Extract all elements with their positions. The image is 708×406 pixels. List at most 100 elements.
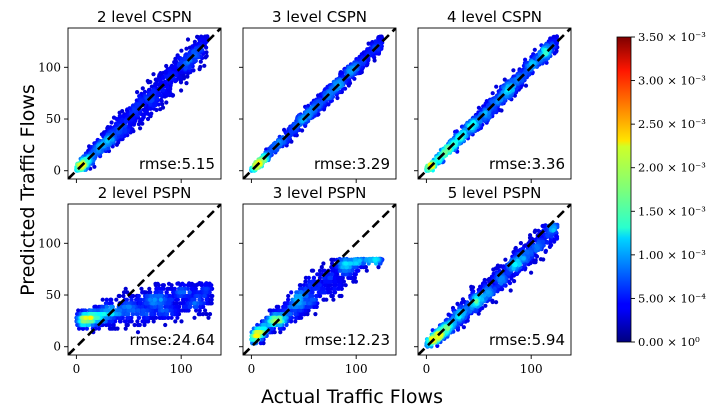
scatter-point xyxy=(116,130,121,135)
scatter-point xyxy=(161,283,166,288)
scatter-points xyxy=(68,204,221,355)
scatter-point xyxy=(335,95,340,101)
scatter-point xyxy=(271,308,276,313)
scatter-point xyxy=(121,290,127,295)
scatter-point xyxy=(317,268,323,273)
scatter-point xyxy=(117,308,122,313)
identity-reference-line xyxy=(418,28,571,179)
axes-frame xyxy=(417,27,572,180)
scatter-point xyxy=(107,322,112,328)
scatter-point xyxy=(193,57,198,63)
axes-frame xyxy=(67,27,222,180)
scatter-point xyxy=(138,117,143,122)
scatter-point xyxy=(322,297,327,302)
scatter-point xyxy=(184,81,189,86)
identity-reference-line xyxy=(68,204,221,355)
scatter-point xyxy=(106,319,111,324)
scatter-point xyxy=(164,312,169,317)
scatter-point xyxy=(303,275,308,280)
scatter-point xyxy=(169,304,174,309)
rmse-annotation: rmse:5.15 xyxy=(139,155,215,173)
scatter-point xyxy=(124,297,129,302)
scatter-point xyxy=(123,326,128,331)
scatter-point xyxy=(166,281,172,286)
scatter-point xyxy=(201,312,206,317)
scatter-point xyxy=(309,279,314,284)
scatter-point xyxy=(179,319,184,324)
identity-reference-line xyxy=(243,28,396,179)
scatter-point xyxy=(307,301,312,306)
scatter-point xyxy=(131,304,136,309)
scatter-point xyxy=(316,286,321,291)
scatter-point xyxy=(103,315,108,320)
scatter-point xyxy=(175,315,180,320)
scatter-point xyxy=(155,286,161,291)
scatter-point xyxy=(168,308,173,313)
scatter-point xyxy=(203,55,208,60)
scatter-point xyxy=(117,312,122,317)
scatter-point xyxy=(307,283,312,288)
scatter-point xyxy=(145,315,150,320)
scatter-point xyxy=(203,40,209,45)
scatter-point xyxy=(181,290,186,295)
scatter-point xyxy=(358,265,364,270)
scatter-point xyxy=(93,304,98,309)
scatter-point xyxy=(321,275,327,280)
scatter-point xyxy=(317,283,322,288)
scatter-point xyxy=(175,297,180,302)
scatter-point xyxy=(140,86,145,91)
scatter-point xyxy=(148,297,153,302)
scatter-point xyxy=(138,297,143,302)
scatter-point xyxy=(135,90,140,95)
scatter-point xyxy=(104,297,109,302)
scatter-point xyxy=(483,110,488,115)
scatter-point xyxy=(313,312,318,317)
scatter-point xyxy=(543,48,548,53)
scatter-point xyxy=(323,279,328,284)
scatter-point xyxy=(326,283,331,288)
scatter-point xyxy=(158,301,163,306)
scatter-point xyxy=(165,315,171,320)
scatter-point xyxy=(173,319,178,324)
scatter-point xyxy=(332,275,337,280)
scatter-point xyxy=(336,279,341,284)
scatter-point xyxy=(317,275,322,280)
scatter-point xyxy=(140,304,145,309)
scatter-point xyxy=(168,293,173,299)
scatter-point xyxy=(490,91,495,96)
scatter-point xyxy=(113,326,118,331)
scatter-point xyxy=(352,265,357,270)
scatter-point xyxy=(288,308,293,313)
scatter-point xyxy=(352,272,357,277)
scatter-point xyxy=(294,290,299,295)
y-tick-label: 0 xyxy=(53,164,61,178)
scatter-point xyxy=(132,322,137,328)
scatter-point xyxy=(144,312,149,317)
scatter-point xyxy=(204,297,209,302)
scatter-point xyxy=(179,286,184,291)
scatter-point xyxy=(109,304,114,309)
scatter-point xyxy=(139,286,144,291)
scatter-point xyxy=(347,272,352,277)
scatter-point xyxy=(203,290,208,295)
scatter-point xyxy=(107,326,112,331)
scatter-point xyxy=(88,308,93,313)
scatter-point xyxy=(117,293,122,299)
scatter-point xyxy=(286,297,291,302)
scatter-point xyxy=(154,96,160,101)
scatter-point xyxy=(83,315,88,320)
scatter-point xyxy=(289,290,294,295)
scatter-point xyxy=(321,286,326,291)
scatter-point xyxy=(198,64,203,70)
scatter-point xyxy=(505,84,510,89)
scatter-point xyxy=(138,126,143,131)
scatter-point xyxy=(166,301,171,306)
scatter-point xyxy=(149,293,154,299)
scatter-point xyxy=(111,322,116,328)
y-tick-label: 0 xyxy=(53,340,61,354)
scatter-point xyxy=(137,322,142,328)
scatter-point xyxy=(193,304,198,309)
y-tick-label: 100 xyxy=(38,236,61,250)
scatter-point xyxy=(298,308,303,313)
scatter-point xyxy=(184,46,189,51)
